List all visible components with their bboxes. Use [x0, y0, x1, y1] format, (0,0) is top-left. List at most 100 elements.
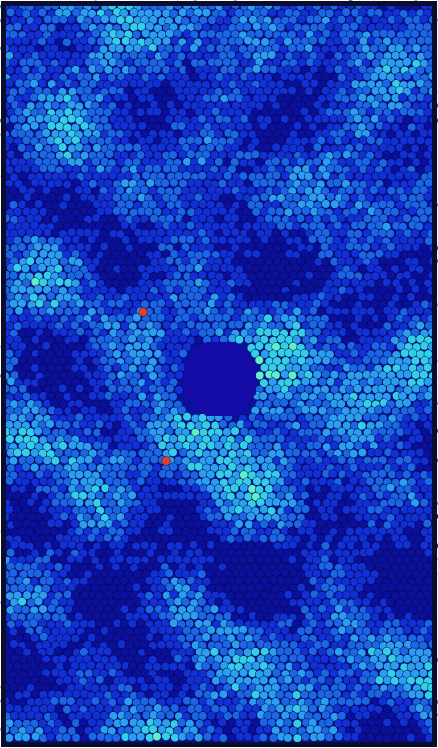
particle [120, 362, 130, 372]
particle [164, 469, 175, 480]
particle [141, 28, 151, 38]
particle [293, 504, 303, 514]
particle [21, 462, 31, 472]
particle [168, 434, 178, 444]
particle [271, 170, 281, 180]
particle [287, 412, 297, 422]
particle [17, 170, 27, 180]
particle [279, 412, 289, 422]
particle [29, 150, 40, 160]
particle [181, 597, 191, 607]
particle [39, 632, 49, 642]
particle [137, 391, 147, 401]
particle [210, 235, 220, 245]
particle [61, 50, 72, 60]
particle [271, 199, 281, 209]
particle [264, 612, 274, 622]
particle [363, 384, 373, 394]
particle [217, 178, 227, 189]
particle [100, 497, 110, 507]
particle [108, 270, 118, 280]
particle [320, 639, 330, 649]
particle [295, 256, 306, 267]
particle [127, 65, 137, 75]
particle [373, 604, 383, 614]
particle [255, 270, 265, 280]
particle [279, 242, 289, 252]
particle [295, 469, 305, 479]
particle [42, 355, 52, 365]
particle [197, 555, 207, 565]
particle [87, 234, 97, 244]
particle [57, 142, 68, 152]
particle [369, 185, 379, 195]
particle [29, 92, 39, 102]
particle [246, 241, 256, 251]
particle [287, 512, 297, 522]
particle [341, 7, 351, 17]
particle [337, 682, 347, 692]
particle [308, 149, 318, 159]
particle [17, 426, 28, 437]
particle [308, 35, 318, 46]
particle [334, 647, 344, 657]
particle [100, 455, 110, 465]
particle [45, 646, 55, 656]
particle [312, 214, 322, 224]
particle [276, 221, 286, 231]
particle [103, 206, 114, 216]
particle [238, 668, 249, 678]
particle [236, 632, 246, 642]
particle [84, 299, 94, 309]
particle [128, 135, 138, 145]
particle [407, 505, 417, 515]
particle [25, 640, 35, 650]
particle [178, 334, 188, 344]
particle [408, 590, 418, 600]
particle [414, 221, 424, 231]
particle [350, 248, 360, 259]
particle [124, 142, 134, 152]
particle [127, 334, 137, 344]
particle [358, 675, 368, 685]
particle [394, 554, 404, 564]
particle [345, 526, 355, 536]
particle [173, 285, 183, 295]
particle [146, 548, 156, 558]
particle [140, 57, 150, 67]
particle [50, 540, 60, 550]
particle [47, 192, 57, 202]
particle [160, 50, 170, 60]
particle [50, 100, 61, 110]
particle [227, 79, 238, 89]
particle [150, 611, 160, 621]
particle [127, 92, 138, 102]
particle [87, 36, 97, 46]
particle [95, 675, 105, 685]
particle [235, 122, 245, 132]
particle [38, 163, 48, 173]
particle [131, 483, 141, 493]
particle [47, 603, 57, 613]
particle [173, 470, 183, 480]
particle [289, 284, 299, 294]
particle [255, 554, 265, 564]
particle [213, 313, 223, 323]
particle [197, 270, 207, 280]
particle [218, 575, 228, 585]
particle [262, 142, 273, 152]
particle [349, 504, 359, 514]
particle [287, 85, 297, 95]
particle [258, 391, 268, 401]
particle [75, 383, 85, 393]
particle [344, 171, 354, 181]
particle [211, 263, 221, 273]
particle [74, 142, 84, 152]
particle [41, 215, 52, 225]
particle [173, 99, 183, 109]
particle [152, 78, 162, 89]
particle [58, 171, 68, 181]
particle [399, 106, 409, 117]
particle [144, 675, 154, 685]
